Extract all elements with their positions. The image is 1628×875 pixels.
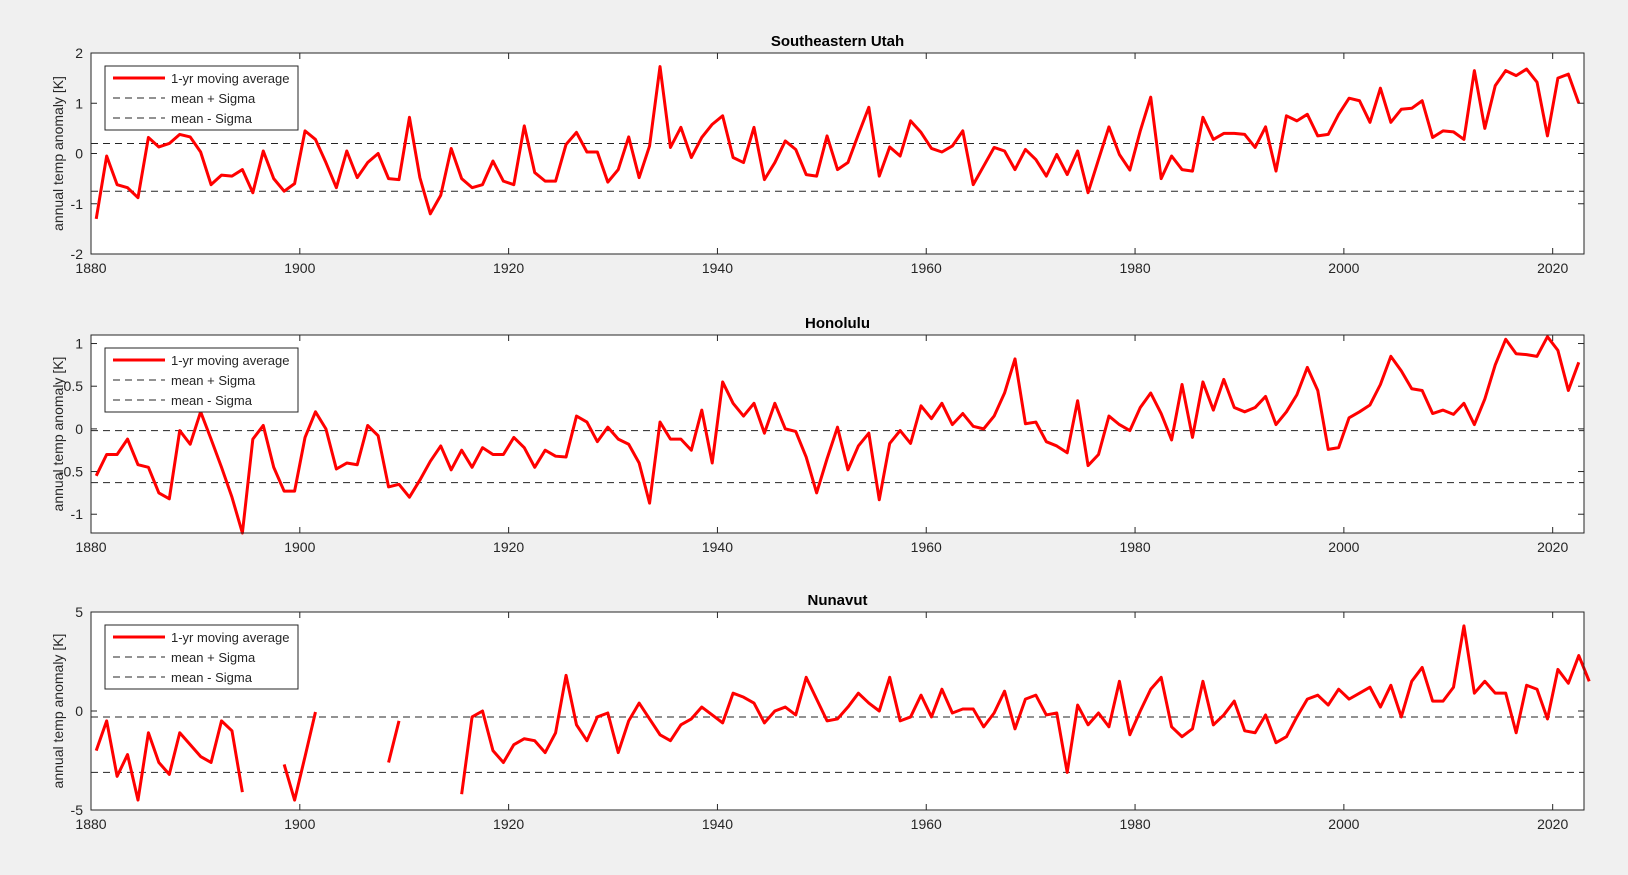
legend-label: mean + Sigma <box>171 373 256 388</box>
chart-title: Honolulu <box>805 315 870 332</box>
series-line <box>94 624 1591 802</box>
x-tick-label: 1920 <box>493 816 524 832</box>
x-tick-label: 1980 <box>1119 816 1150 832</box>
y-axis-label: annual temp anomaly [K] <box>50 76 66 231</box>
y-tick-label: 0 <box>75 703 83 719</box>
legend: 1-yr moving average mean + Sigma mean - Si… <box>104 347 299 413</box>
legend-label: mean + Sigma <box>171 650 256 665</box>
x-tick-label: 2020 <box>1537 539 1568 555</box>
x-tick-label: 1880 <box>75 539 106 555</box>
y-tick-label: -0.5 <box>59 464 83 480</box>
chart-title: Southeastern Utah <box>771 33 904 50</box>
subplot-3: 1880 1900 1920 1940 1960 1980 2000 2020 -5 0 5 Nuna… <box>50 592 1591 832</box>
x-tick-label: 1960 <box>911 260 942 276</box>
y-tick-label: -1 <box>71 506 84 522</box>
x-tick-label: 1900 <box>284 260 315 276</box>
axes-frame <box>90 334 1585 534</box>
legend-label: mean - Sigma <box>171 111 253 126</box>
y-axis-label: annual temp anomaly [K] <box>50 357 66 512</box>
x-tick-label: 1900 <box>284 816 315 832</box>
subplot-2: 1880 1900 1920 1940 1960 1980 2000 2020 -1 -0.5 0 0… <box>50 315 1585 555</box>
legend-label: mean - Sigma <box>171 393 253 408</box>
chart-title: Nunavut <box>808 592 868 609</box>
series-line <box>94 335 1581 535</box>
x-tick-label: 1920 <box>493 260 524 276</box>
y-tick-label: 5 <box>75 604 83 620</box>
y-tick-label: -5 <box>71 802 84 818</box>
legend-label: mean - Sigma <box>171 670 253 685</box>
subplot-1: 1880 1900 1920 1940 1960 1980 2000 2020 -2 -1 0 1 2 S… <box>50 33 1585 276</box>
x-tick-label: 1980 <box>1119 260 1150 276</box>
y-tick-label: 0 <box>75 421 83 437</box>
axes-background <box>91 335 1584 533</box>
legend: 1-yr moving average mean + Sigma mean - Si… <box>104 65 299 131</box>
x-tick-label: 1940 <box>702 816 733 832</box>
x-tick-label: 1960 <box>911 816 942 832</box>
x-tick-label: 2020 <box>1537 260 1568 276</box>
legend-label: 1-yr moving average <box>171 630 290 645</box>
y-tick-label: 2 <box>75 45 83 61</box>
x-tick-label: 2020 <box>1537 816 1568 832</box>
x-tick-label: 2000 <box>1328 260 1359 276</box>
x-tick-label: 2000 <box>1328 816 1359 832</box>
y-tick-label: 1 <box>75 95 83 111</box>
y-tick-label: 0 <box>75 146 83 162</box>
y-tick-label: -1 <box>71 196 84 212</box>
y-tick-label: -2 <box>71 246 84 262</box>
x-tick-label: 1960 <box>911 539 942 555</box>
x-tick-label: 1920 <box>493 539 524 555</box>
legend-label: mean + Sigma <box>171 91 256 106</box>
y-axis-label: annual temp anomaly [K] <box>50 634 66 789</box>
series-line <box>94 65 1581 220</box>
legend-label: 1-yr moving average <box>171 71 290 86</box>
y-tick-label: 0.5 <box>64 378 84 394</box>
x-tick-label: 1980 <box>1119 539 1150 555</box>
y-tick-label: 1 <box>75 336 83 352</box>
x-tick-label: 1940 <box>702 260 733 276</box>
axes-background <box>91 612 1584 810</box>
x-tick-label: 1940 <box>702 539 733 555</box>
axes-background <box>91 53 1584 254</box>
legend-label: 1-yr moving average <box>171 353 290 368</box>
x-tick-label: 2000 <box>1328 539 1359 555</box>
x-tick-label: 1900 <box>284 539 315 555</box>
legend: 1-yr moving average mean + Sigma mean - Si… <box>104 624 299 690</box>
x-tick-label: 1880 <box>75 816 106 832</box>
x-tick-label: 1880 <box>75 260 106 276</box>
